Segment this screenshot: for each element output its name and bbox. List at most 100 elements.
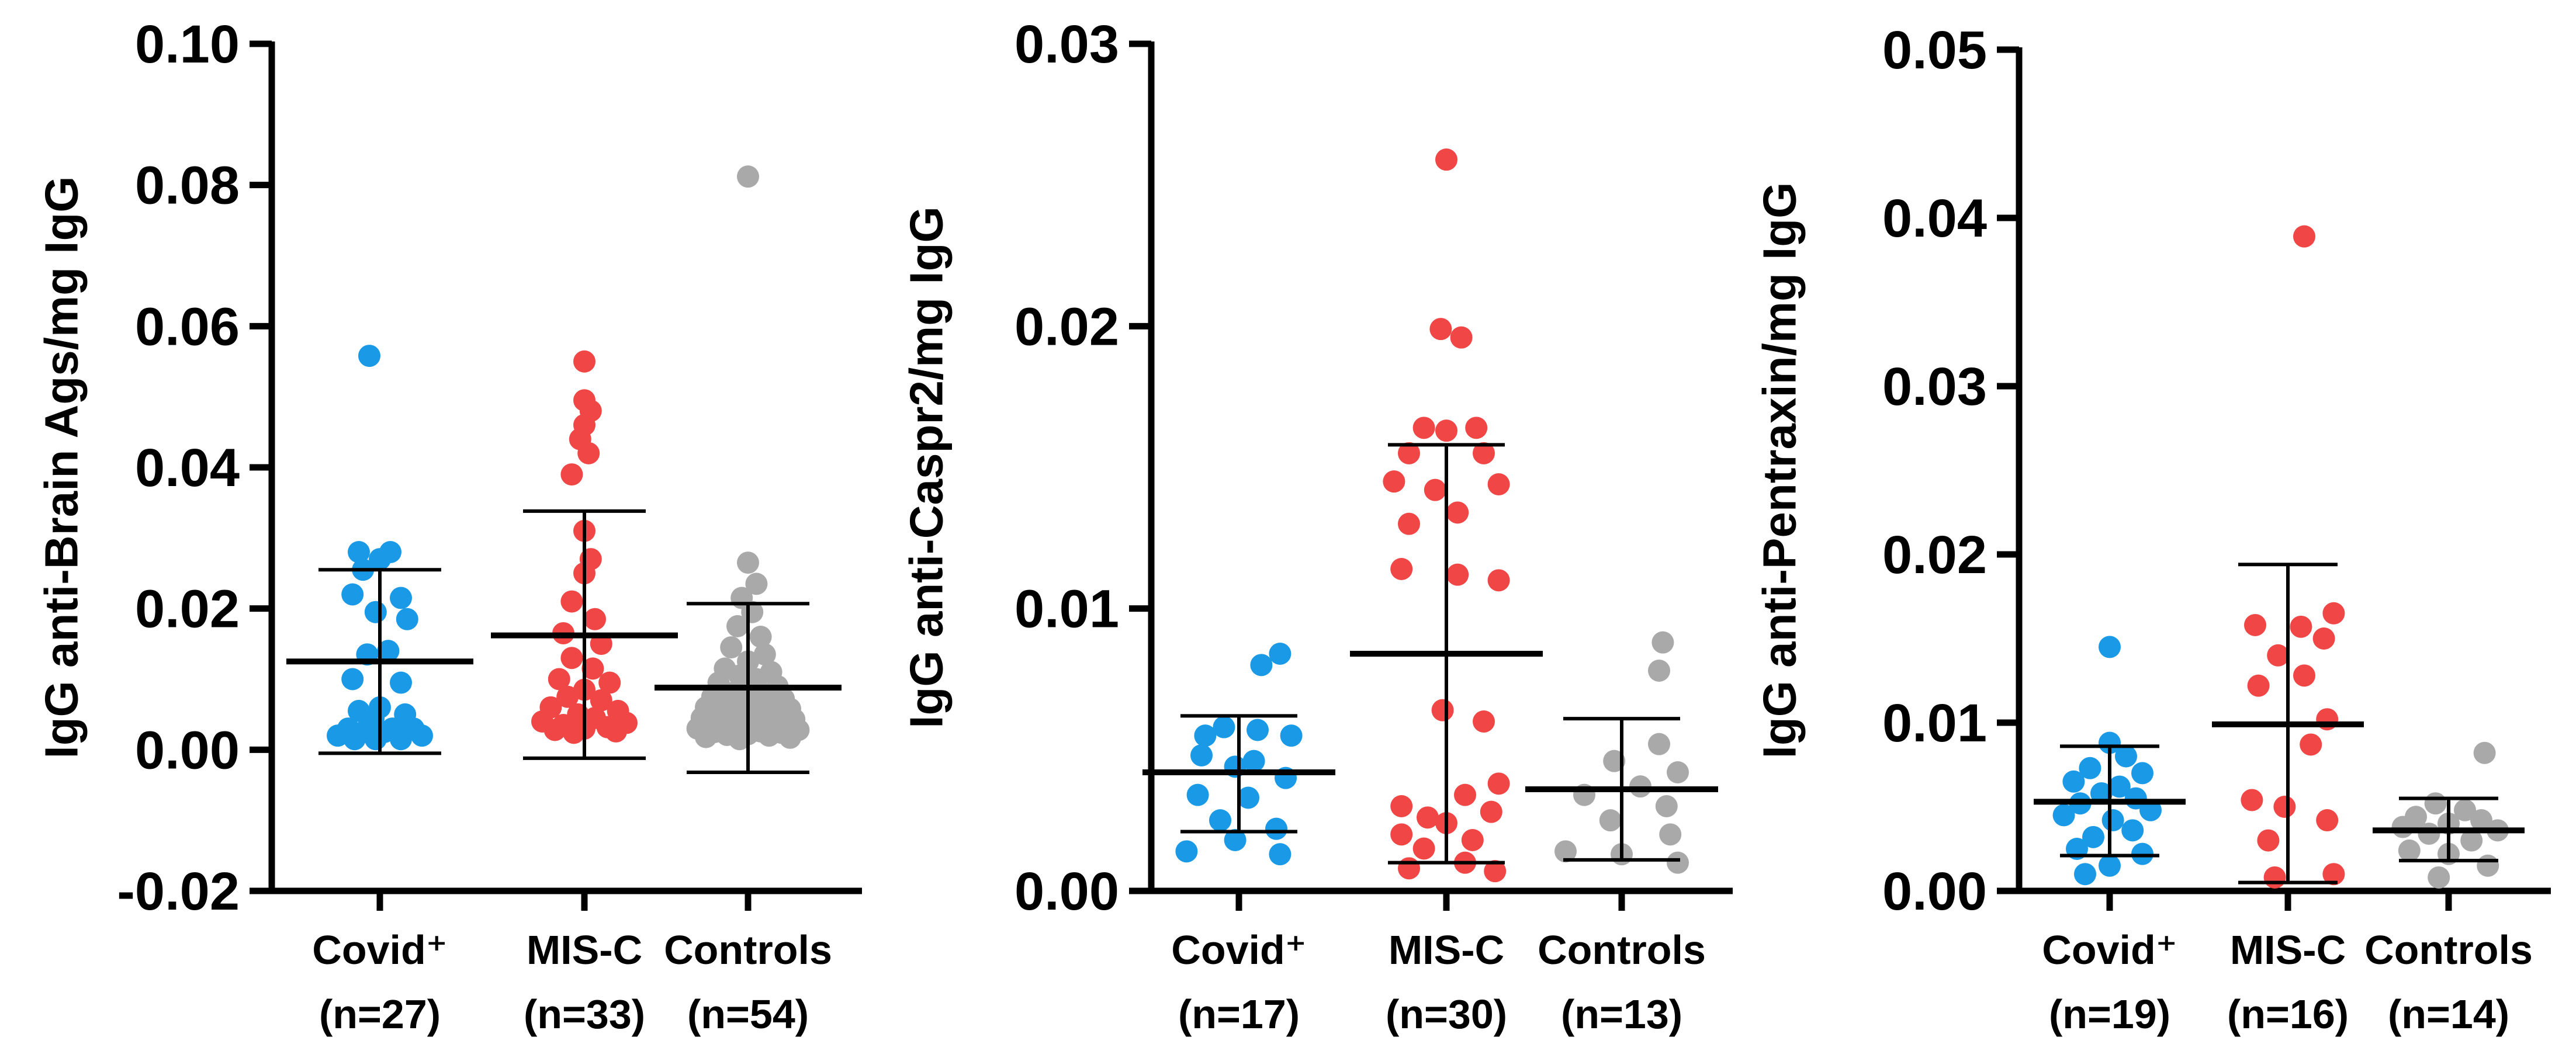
data-point (548, 668, 570, 691)
data-point (2290, 615, 2312, 638)
data-point (779, 726, 801, 749)
data-point (1383, 470, 1405, 493)
data-point (2424, 792, 2447, 815)
data-point (1247, 719, 1269, 741)
data-point (2131, 762, 2153, 785)
category-label: Controls (664, 927, 832, 973)
data-point (411, 724, 433, 747)
data-point (577, 442, 600, 464)
data-point (2273, 796, 2296, 818)
data-point (1429, 318, 1452, 341)
data-point (2418, 823, 2440, 845)
category-n-label: (n=33) (524, 991, 645, 1037)
data-point (1186, 783, 1209, 806)
data-point (1175, 840, 1198, 863)
y-tick-label: 0.00 (135, 720, 240, 780)
category-n-label: (n=14) (2388, 991, 2509, 1037)
category-label: Controls (2364, 927, 2533, 973)
data-point (1487, 772, 1510, 795)
y-tick-label: 0.08 (135, 156, 240, 216)
category-label: Covid⁺ (1171, 927, 1306, 973)
data-point (695, 726, 717, 748)
data-point (1473, 710, 1495, 733)
data-point (2082, 825, 2104, 848)
data-point (1651, 631, 1674, 654)
data-point (2257, 829, 2280, 852)
data-point (1435, 148, 1457, 171)
data-point (2052, 804, 2075, 827)
data-point (1398, 512, 1420, 535)
data-point (758, 724, 780, 747)
data-point (390, 671, 412, 694)
category-n-label: (n=30) (1386, 991, 1507, 1037)
data-point (605, 720, 627, 743)
data-point (2293, 664, 2315, 687)
data-point (1446, 563, 1469, 586)
data-point (348, 541, 370, 563)
panel-anti-brain-ags: -0.02 0.00 0.02 0.04 0.06 0.08 0.10 IgG anti-Br… (36, 15, 862, 1037)
data-point (1390, 795, 1413, 817)
data-point (598, 671, 621, 694)
data-point (2263, 866, 2286, 889)
data-point (1390, 823, 1413, 846)
data-point (1648, 660, 1670, 682)
data-point (1667, 851, 1689, 874)
category-label: MIS-C (527, 927, 642, 973)
y-tick-label: -0.02 (117, 862, 240, 921)
panel-anti-caspr2: 0.00 0.01 0.02 0.03 IgG anti-Caspr2/mg IgG Co… (901, 15, 1733, 1037)
data-point (560, 647, 583, 670)
data-point (563, 721, 585, 744)
data-point (1473, 442, 1495, 464)
data-point (2322, 602, 2345, 625)
data-point (573, 350, 595, 373)
data-point (2247, 674, 2270, 697)
data-point (1446, 501, 1469, 524)
data-point (390, 587, 412, 609)
data-point (1417, 806, 1439, 829)
data-point (341, 668, 364, 691)
data-point (560, 463, 583, 486)
data-point (2322, 863, 2345, 886)
y-tick-label: 0.01 (1882, 693, 1987, 753)
y-tick-label: 0.03 (1015, 15, 1119, 74)
category-n-label: (n=13) (1561, 991, 1682, 1037)
data-point (396, 608, 418, 630)
data-point (1603, 750, 1626, 772)
data-point (369, 548, 391, 571)
data-point (2293, 225, 2315, 248)
data-point (2121, 819, 2144, 842)
data-point (364, 728, 387, 751)
data-point (1454, 783, 1476, 806)
data-point (543, 719, 566, 741)
y-tick-label: 0.04 (1882, 189, 1987, 248)
data-point (1280, 724, 1303, 747)
data-point (1242, 750, 1265, 772)
data-point (1554, 840, 1577, 863)
y-tick-label: 0.00 (1015, 862, 1119, 921)
y-tick-label: 0.02 (1882, 525, 1987, 585)
data-point (1398, 857, 1420, 880)
data-point (590, 689, 612, 712)
data-point (581, 657, 604, 680)
y-tick-label: 0.10 (135, 15, 240, 74)
data-point (1480, 800, 1502, 823)
data-point (1269, 843, 1292, 866)
data-point (2477, 854, 2499, 877)
y-axis-title: IgG anti-Caspr2/mg IgG (901, 206, 953, 728)
data-point (2074, 863, 2096, 886)
y-axis-title: IgG anti-Brain Ags/mg IgG (36, 176, 88, 758)
data-point (2099, 854, 2121, 877)
data-point (1398, 442, 1420, 464)
data-point (737, 551, 759, 574)
y-tick-label: 0.00 (1882, 862, 1987, 921)
data-point (1265, 817, 1287, 840)
category-label: Covid⁺ (312, 927, 447, 973)
data-point (1487, 569, 1510, 592)
data-point (749, 626, 772, 648)
y-tick-label: 0.05 (1882, 20, 1987, 80)
data-point (1450, 326, 1473, 349)
data-point (377, 640, 400, 662)
data-point (2428, 866, 2450, 889)
category-n-label: (n=27) (319, 991, 441, 1037)
